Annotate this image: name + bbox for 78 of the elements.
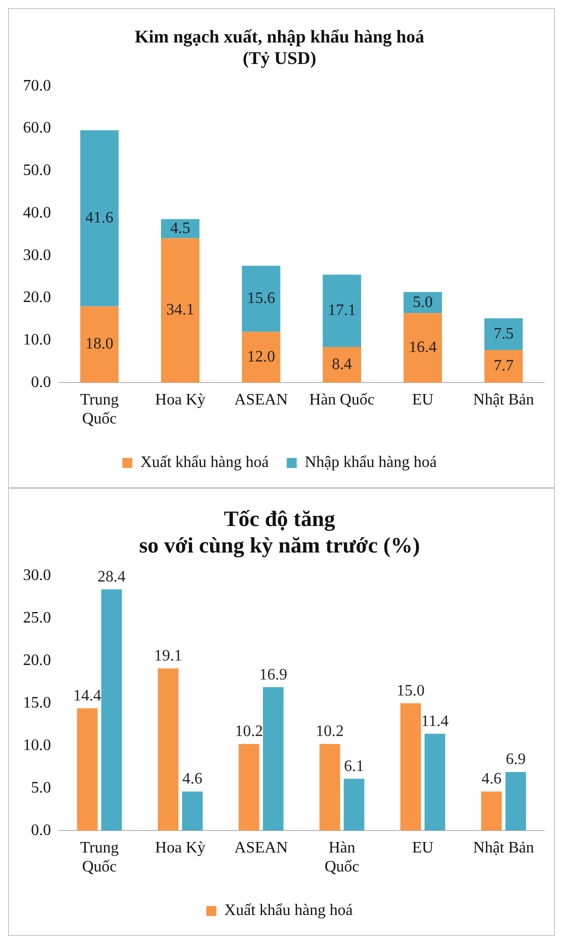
- x-tick-label: Hàn Quốc: [309, 391, 375, 408]
- y-tick-label: 50.0: [23, 162, 51, 180]
- x-tick-label: EU: [412, 391, 434, 408]
- y-tick-label: 40.0: [23, 204, 51, 222]
- data-label: 28.4: [98, 568, 126, 586]
- data-label: 4.6: [481, 770, 502, 788]
- x-tick-label: ASEAN: [234, 839, 288, 856]
- bar: [158, 668, 178, 831]
- bar: [424, 734, 446, 831]
- data-label: 7.7: [494, 358, 514, 374]
- bar: [322, 274, 362, 348]
- bar: [242, 266, 280, 332]
- data-label: 41.6: [85, 210, 114, 227]
- y-tick-label: 30.0: [23, 246, 51, 264]
- bar: [481, 792, 502, 831]
- y-tick-label: 25.0: [23, 609, 51, 626]
- bar: [80, 130, 119, 306]
- x-tick-label: Nhật Bản: [473, 391, 534, 408]
- data-label: 6.1: [344, 758, 364, 775]
- y-tick-label: 0.0: [31, 822, 51, 839]
- bar: [161, 238, 200, 383]
- bar: [76, 708, 98, 831]
- x-tick-label: Nhật Bản: [473, 839, 534, 856]
- y-tick-label: 60.0: [23, 120, 51, 137]
- data-label: 11.4: [421, 712, 449, 730]
- data-label: 10.2: [316, 723, 344, 740]
- y-tick-label: 5.0: [31, 779, 51, 796]
- bar: [400, 703, 421, 831]
- data-label: 17.1: [328, 302, 356, 320]
- bar: [322, 347, 362, 383]
- data-label: 4.5: [170, 220, 190, 237]
- data-label: 19.1: [154, 648, 182, 665]
- bar: [80, 306, 119, 383]
- x-tick-label: EU: [412, 839, 434, 856]
- y-tick-label: 20.0: [23, 652, 51, 669]
- y-tick-label: 0.0: [31, 374, 51, 391]
- data-label: 34.1: [166, 302, 194, 319]
- data-label: 6.9: [506, 751, 526, 768]
- bar: [182, 792, 203, 831]
- y-tick-label: 70.0: [23, 77, 51, 94]
- data-label: 16.4: [408, 339, 437, 356]
- data-label: 8.4: [332, 356, 352, 374]
- chart-title: Kim ngạch xuất, nhập khẩu hàng hoá (Tỷ USD): [134, 26, 424, 68]
- data-label: 14.4: [73, 688, 102, 704]
- x-tick-label: ASEAN: [234, 391, 288, 408]
- bar: [242, 332, 280, 383]
- bar: [484, 318, 523, 350]
- bar: [101, 589, 122, 831]
- data-label: 10.2: [234, 723, 263, 740]
- data-label: 15.0: [396, 682, 425, 700]
- data-label: 18.0: [85, 336, 114, 353]
- x-tick-label: Trung Quốc: [80, 391, 119, 428]
- legend-label: Nhập khẩu hàng hoá: [304, 454, 437, 472]
- data-label: 4.6: [182, 770, 202, 788]
- chart-title: Tốc độ tăng so với cùng kỳ năm trước (%): [139, 506, 420, 558]
- bar: [404, 313, 442, 383]
- legend-label: Xuất khẩu hàng hoá: [140, 454, 269, 472]
- x-tick-label: Hoa Kỳ: [155, 391, 206, 408]
- bar: [319, 744, 340, 831]
- x-tick-label: Hoa Kỳ: [155, 839, 206, 856]
- bar: [484, 350, 523, 383]
- data-label: 7.5: [494, 325, 514, 342]
- data-label: 12.0: [247, 348, 276, 366]
- bar: [238, 744, 260, 831]
- y-tick-label: 30.0: [23, 567, 51, 584]
- y-tick-label: 10.0: [23, 331, 51, 348]
- x-tick-label: Trung Quốc: [80, 839, 119, 876]
- bar: [262, 687, 284, 831]
- data-label: 15.6: [247, 290, 276, 307]
- data-label: 16.9: [259, 666, 288, 684]
- data-label: 5.0: [412, 294, 433, 311]
- x-tick-label: Hàn Quốc: [324, 839, 360, 876]
- legend-label: Xuất khẩu hàng hoá: [224, 902, 353, 920]
- bar: [344, 778, 364, 831]
- y-tick-label: 20.0: [23, 289, 51, 306]
- bar: [505, 772, 526, 831]
- y-tick-label: 15.0: [23, 694, 51, 712]
- y-tick-label: 10.0: [23, 736, 51, 754]
